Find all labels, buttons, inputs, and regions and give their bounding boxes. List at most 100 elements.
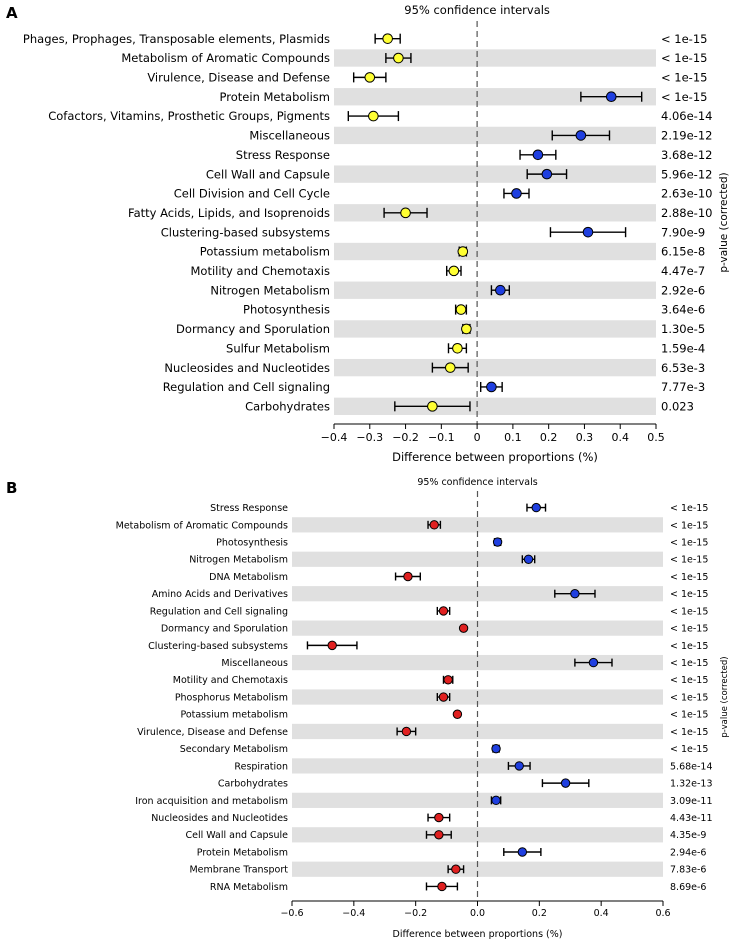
panel-a-p-value: < 1e-15 [661,90,707,104]
panel-a-row-label: Stress Response [236,148,330,162]
panel-b-data-point [531,502,541,513]
panel-a-p-value: 2.19e-12 [661,129,712,143]
panel-b-title: 95% confidence intervals [417,477,537,488]
panel-a-title: 95% confidence intervals [404,3,550,17]
panel-a-row-band [334,204,656,222]
panel-b-data-point [570,589,580,599]
panel-b-p-value: < 1e-15 [670,555,708,566]
panel-a-row-label: Dormancy and Sporulation [176,322,330,336]
panel-b-data-point [401,726,412,737]
panel-a-p-value: < 1e-15 [661,51,707,65]
panel-b-row-label: Protein Metabolism [197,847,288,858]
panel-b-row-label: Amino Acids and Derivatives [152,589,288,600]
panel-b-row-label: Photosynthesis [216,537,288,548]
panel-a-data-point [382,33,393,44]
panel-a-p-value: 1.30e-5 [661,322,705,336]
panel-a-row-label: Nitrogen Metabolism [210,283,330,297]
panel-b-p-value: 1.32e-13 [670,779,713,790]
panel-a-data-point [427,401,438,412]
panel-b-p-value: < 1e-15 [670,572,708,583]
panel-a-data-point [532,149,544,161]
panel-a-data-point [400,207,411,219]
panel-b-row-band [292,620,663,636]
panel-b-data-point [403,571,413,582]
panel-b-p-value: 2.94e-6 [670,847,706,858]
panel-b-data-point [514,761,524,771]
panel-b-row-label: Miscellaneous [221,658,288,669]
panel-a-data-point [511,188,522,199]
panel-a-data-point [452,342,463,354]
panel-a-row-band [334,126,656,145]
panel-a-row-label: Protein Metabolism [220,90,330,104]
panel-a-row-label: Clustering-based subsystems [161,225,330,239]
panel-a-row-label: Virulence, Disease and Defense [147,71,330,85]
panel-a-row-label: Cell Wall and Capsule [206,167,330,181]
panel-a-row-label: Sulfur Metabolism [226,341,330,355]
panel-b-p-value: 4.43e-11 [670,813,713,824]
panel-a-x-tick-label: 0.5 [647,431,665,444]
panel-b-p-value: < 1e-15 [670,624,708,635]
panel-b-x-axis-label: Difference between proportions (%) [393,929,563,940]
panel-a-data-point [368,110,379,122]
panel-b-x-tick-label: −0.6 [280,908,303,919]
panel-b-x-tick-label: −0.4 [342,908,365,919]
panel-b-data-point [523,554,534,564]
panel-a-p-value: 4.47e-7 [661,264,705,278]
panel-a-row-label: Regulation and Cell signaling [163,380,330,394]
panel-a-row-label: Metabolism of Aromatic Compounds [121,51,330,65]
panel-a-data-point [582,226,594,238]
panel-a-row-band [334,397,656,415]
panel-b-data-point [491,795,501,806]
panel-a-p-value: 6.53e-3 [661,361,705,375]
panel-a-row-label: Nucleosides and Nucleotides [164,361,330,375]
panel-b-data-point [492,537,503,547]
panel-b-row-label: Clustering-based subsystems [148,641,288,652]
panel-b-row-label: Nitrogen Metabolism [189,555,288,566]
panel-b-data-point [588,657,599,668]
panel-a-p-value: 7.77e-3 [661,380,705,394]
panel-b-row-label: Regulation and Cell signaling [150,606,288,617]
panel-b-p-value: < 1e-15 [670,641,708,652]
panel-a-p-value: 2.92e-6 [661,283,705,297]
panel-b-row-label: Metabolism of Aromatic Compounds [116,520,288,531]
panel-a-p-value: 2.63e-10 [661,187,712,201]
panel-a-row-label: Cofactors, Vitamins, Prosthetic Groups, … [48,109,330,123]
panel-a-row-band [334,49,656,67]
panel-b-row-label: Secondary Metabolism [180,744,288,755]
panel-b-x-tick-label: 0.6 [655,908,670,919]
panel-b-row-label: Respiration [234,761,288,772]
panel-b-data-point [437,881,447,892]
panel-b-y-axis-label: p-value (corrected) [720,656,730,737]
panel-b-row-label: Stress Response [210,503,288,514]
panel-a-x-tick-label: 0.4 [611,431,629,444]
panel-b-x-tick-label: 0.4 [594,908,609,919]
panel-b-row-band [292,861,663,877]
panel-b-row-label: Phosphorus Metabolism [175,692,288,703]
panel-b-p-value: < 1e-15 [670,606,708,617]
panel-b-row-band [292,689,663,705]
panel-a-x-tick-label: 0 [474,431,481,444]
panel-b-x-tick-label: −0.2 [404,908,427,919]
panel-b-data-point [458,623,469,633]
panel-a-x-tick-label: 0.2 [540,431,558,444]
panel-a-p-value: 0.023 [661,399,694,413]
panel-b-p-value: < 1e-15 [670,537,708,548]
panel-a-data-point [541,168,553,180]
panel-a-p-value: 2.88e-10 [661,206,712,220]
panel-b-row-label: Cell Wall and Capsule [185,830,288,841]
panel-b-row-band [292,551,663,567]
panel-a-data-point [364,72,376,83]
panel-a-x-tick-label: −0.4 [321,431,348,444]
panel-b-row-label: Nucleosides and Nucleotides [151,813,288,824]
panel-a-p-value: 6.15e-8 [661,245,705,259]
panel-a-p-value: < 1e-15 [661,71,707,85]
panel-b-row-label: Membrane Transport [189,865,288,876]
panel-b-row-label: Dormancy and Sporulation [161,624,288,635]
panel-b-data-point [434,812,444,823]
panel-b-p-value: 7.83e-6 [670,865,706,876]
panel-a-p-value: 1.59e-4 [661,341,705,355]
panel-a-x-tick-label: −0.2 [392,431,419,444]
panel-a-row-band [334,320,656,338]
panel-a-row-label: Fatty Acids, Lipids, and Isoprenoids [128,206,330,220]
